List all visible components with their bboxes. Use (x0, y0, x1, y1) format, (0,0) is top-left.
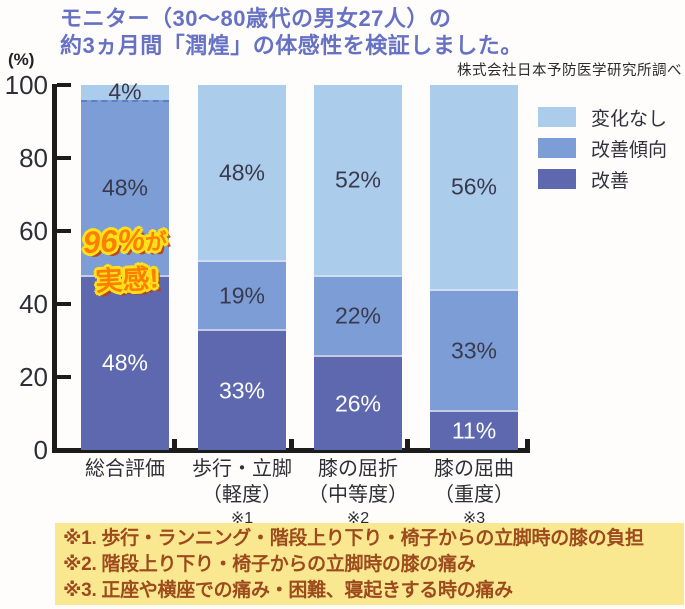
y-tick-label: 0 (33, 435, 48, 465)
category-label: 歩行・立脚 （軽度） ※1 (167, 456, 317, 530)
y-tick-mark (57, 229, 71, 233)
emphasis-burst: 96%が 実感! (68, 221, 184, 299)
legend-item: 改善傾向 (538, 138, 667, 161)
bar-segment-value: 4% (108, 78, 142, 105)
chart-title-line2: 約3ヵ月間「潤煌」の体感性を検証しました。 (60, 33, 523, 58)
bar-segment: 22% (314, 274, 402, 356)
bar-segment: 33% (430, 289, 518, 410)
y-tick-label: 100 (4, 70, 48, 100)
bar-column: 4% 48% 48% (81, 79, 169, 450)
legend: 変化なし改善傾向改善 (538, 107, 667, 200)
legend-item-label: 改善 (591, 170, 630, 192)
category-note-ref: ※2 (346, 510, 370, 527)
bar-segment-value: 26% (334, 390, 382, 417)
bar-segment: 48% (81, 274, 169, 450)
legend-item-label: 改善傾向 (591, 139, 668, 161)
y-axis-line (52, 84, 57, 452)
y-tick-label: 60 (19, 216, 48, 246)
bar-segment-value: 48% (101, 349, 149, 376)
y-tick-label: 20 (19, 362, 48, 392)
burst-line1: 96%が (68, 221, 182, 267)
bar-segment: 4% (81, 79, 169, 105)
burst-line2: 実感! (94, 263, 160, 297)
footnote-line: ※1. 歩行・ランニング・階段上り下り・椅子からの立脚時の膝の負担 (63, 528, 644, 549)
bar-segment: 48% (81, 99, 169, 275)
bar-segment-value: 52% (334, 166, 382, 193)
bar-segment: 48% (198, 85, 286, 261)
bar-segment-value: 33% (218, 377, 266, 404)
footnote-line: ※2. 階段上り下り・椅子からの立脚時の膝の痛み (63, 554, 476, 575)
category-label-line: （中等度） (308, 484, 408, 506)
legend-item-label: 変化なし (591, 108, 668, 130)
bar-segment: 26% (314, 355, 402, 450)
y-axis-unit-label: (%) (8, 50, 35, 69)
bar-segment-value: 33% (450, 337, 498, 364)
bar-segment: 19% (198, 260, 286, 330)
category-label-line: （重度） (434, 484, 514, 506)
bar-segment: 33% (198, 329, 286, 450)
category-label: 膝の屈折 （中等度） ※2 (283, 456, 433, 530)
category-note-ref: ※1 (230, 510, 254, 527)
burst-percentage: 96% (82, 222, 146, 261)
x-axis-tick-mark (289, 439, 294, 453)
y-tick-label: 80 (19, 143, 48, 173)
burst-suffix: が (144, 228, 168, 255)
y-tick-label: 40 (19, 289, 48, 319)
category-label-line: （軽度） (202, 484, 282, 506)
bar-segment: 11% (430, 409, 518, 450)
legend-color-swatch (538, 169, 576, 189)
y-tick-mark (57, 302, 71, 306)
category-note-ref: ※3 (462, 510, 486, 527)
y-tick-mark (57, 375, 71, 379)
source-credit: 株式会社日本予防医学研究所調べ (457, 63, 682, 79)
footnote-box: ※1. 歩行・ランニング・階段上り下り・椅子からの立脚時の膝の負担 ※2. 階段上… (55, 523, 684, 605)
bar-segment: 52% (314, 85, 402, 275)
legend-item: 改善 (538, 169, 667, 192)
category-label-line: 膝の屈曲 (434, 458, 514, 480)
chart-title-line1: モニター（30〜80歳代の男女27人）の (60, 6, 452, 31)
category-label: 膝の屈曲 （重度） ※3 (399, 456, 549, 530)
bar-segment: 56% (430, 85, 518, 290)
x-axis-tick-mark (405, 439, 410, 453)
category-label: 総合評価 (50, 456, 200, 482)
bar-segment-value: 48% (101, 174, 149, 201)
category-label-line: 膝の屈折 (318, 458, 398, 480)
bar-segment-value: 48% (218, 159, 266, 186)
bar-segment-value: 56% (450, 173, 498, 200)
y-tick-mark (57, 448, 71, 452)
footnote-line: ※3. 正座や横座での痛み・困難、寝起きする時の痛み (63, 580, 513, 601)
bar-segment-value: 22% (334, 302, 382, 329)
bar-column: 48% 19% 33% (198, 85, 286, 450)
y-tick-mark (57, 83, 71, 87)
legend-item: 変化なし (538, 107, 667, 130)
bar-segment-value: 19% (218, 282, 266, 309)
category-label-line: 歩行・立脚 (192, 458, 292, 480)
y-tick-mark (57, 156, 71, 160)
category-label-line: 総合評価 (85, 458, 165, 480)
legend-color-swatch (538, 107, 576, 127)
chart-title: モニター（30〜80歳代の男女27人）の 約3ヵ月間「潤煌」の体感性を検証しまし… (60, 5, 523, 59)
legend-color-swatch (538, 138, 576, 158)
bar-column: 52% 22% 26% (314, 85, 402, 450)
bar-segment-value: 11% (451, 417, 497, 444)
x-axis-tick-mark (172, 439, 177, 453)
bar-column: 56% 33% 11% (430, 85, 518, 450)
x-axis-tick-mark (525, 439, 530, 453)
